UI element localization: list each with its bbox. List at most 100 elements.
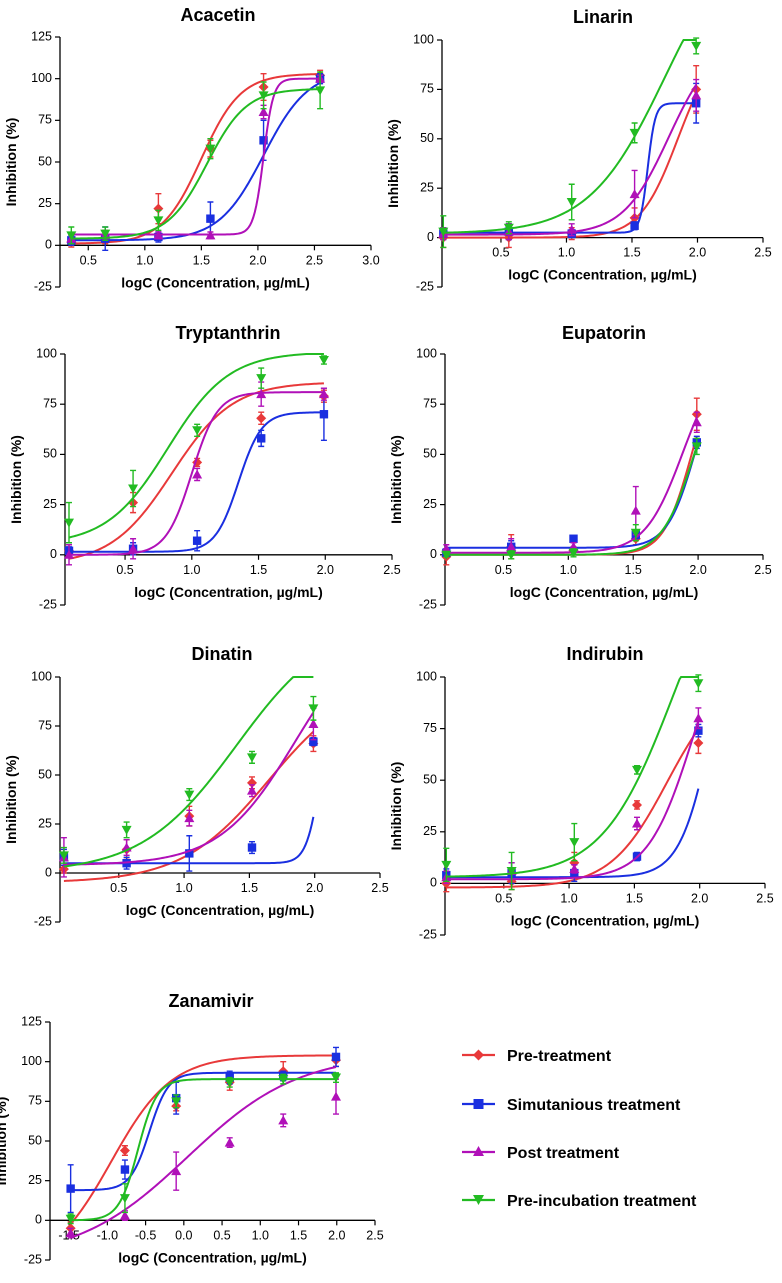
legend-marker-simultaneous-treatment [473, 1099, 484, 1109]
y-tick-label: 25 [423, 824, 437, 838]
data-point-pre-treatment [256, 413, 267, 424]
y-tick-label: -25 [419, 597, 437, 611]
chart-zanamivir: Zanamivir-250255075100125-1.5-1.0-0.50.0… [0, 991, 384, 1267]
data-point-pre-incubation-treatment [569, 838, 580, 848]
x-axis-label: logC (Concentration, µg/mL) [126, 902, 315, 918]
x-axis-label: logC (Concentration, µg/mL) [511, 912, 700, 928]
x-tick-label: 2.5 [756, 891, 773, 905]
chart-tryptanthrin: Tryptanthrin -25 0 25 50 75 100 0.5 1.0 1.5 2.0 2.5… [8, 323, 401, 612]
y-tick-label: 100 [36, 346, 57, 360]
data-point-post-treatment [506, 541, 517, 551]
series-simultaneous-treatment [67, 72, 325, 252]
legend-marker-pre-treatment [473, 1049, 484, 1061]
chart-indirubin: Indirubin -25 0 25 50 75 100 0.5 1.0 1.5 2.0 2.5 log… [388, 644, 774, 942]
x-tick-label: 2.5 [371, 881, 388, 895]
data-point-pre-incubation-treatment [64, 518, 74, 528]
chart-eupatorin: Eupatorin -25 0 25 50 75 100 0.5 1.0 1.5 2.0 2.5 log… [388, 323, 772, 612]
legend-item-simultaneous-treatment: Simutanious treatment [462, 1097, 681, 1114]
fit-curve-simultaneous-treatment [70, 1071, 336, 1192]
data-point-post-treatment [119, 1210, 130, 1220]
data-point-pre-incubation-treatment [153, 216, 164, 226]
fit-curve-post-treatment [63, 711, 315, 866]
y-tick-label: 50 [38, 767, 52, 781]
x-axis-label: logC (Concentration, µg/mL) [510, 584, 699, 600]
data-point-pre-incubation-treatment [258, 91, 269, 101]
data-point-pre-incubation-treatment [629, 128, 640, 138]
y-tick-label: 25 [423, 497, 437, 511]
data-point-pre-treatment [153, 203, 164, 214]
data-point-pre-treatment [119, 1145, 130, 1156]
data-point-post-treatment [331, 1091, 341, 1101]
data-point-post-treatment [441, 543, 452, 553]
x-tick-label: 1.0 [175, 881, 192, 895]
data-point-pre-incubation-treatment [441, 860, 452, 870]
data-point-pre-incubation-treatment [308, 704, 319, 714]
data-point-pre-incubation-treatment [566, 198, 577, 208]
y-tick-label: 100 [413, 32, 434, 46]
data-point-pre-incubation-treatment [171, 1097, 182, 1107]
y-tick-label: 100 [21, 1054, 42, 1068]
y-tick-label: -25 [34, 914, 52, 928]
y-tick-label: -25 [416, 279, 434, 293]
fit-curve-post-treatment [69, 391, 324, 556]
y-tick-label: 75 [38, 718, 52, 732]
series-post-treatment [65, 1065, 341, 1239]
chart-title: Linarin [573, 7, 633, 27]
data-point-pre-incubation-treatment [632, 765, 642, 775]
data-point-post-treatment [192, 469, 203, 479]
x-tick-label: 1.0 [183, 563, 200, 577]
y-tick-label: 25 [38, 196, 52, 210]
legend-label-pre-incubation-treatment: Pre-incubation treatment [507, 1193, 697, 1210]
y-tick-label: 50 [43, 447, 57, 461]
data-point-pre-incubation-treatment [693, 679, 704, 689]
y-axis-label: Inhibition (%) [388, 435, 404, 524]
x-tick-label: 1.5 [625, 563, 642, 577]
fit-curve-pre-incubation-treatment [63, 676, 314, 868]
y-tick-label: 50 [28, 1133, 42, 1147]
x-tick-label: 0.5 [213, 1228, 230, 1242]
data-point-pre-treatment [632, 799, 642, 810]
fit-curve-post-treatment [443, 84, 698, 236]
y-tick-label: 100 [416, 346, 437, 360]
data-point-post-treatment [153, 230, 164, 240]
y-axis-label: Inhibition (%) [3, 118, 19, 207]
y-tick-label: 25 [28, 1173, 42, 1187]
data-point-pre-incubation-treatment [184, 790, 195, 800]
data-point-pre-incubation-treatment [506, 550, 517, 560]
data-point-post-treatment [171, 1166, 182, 1176]
y-tick-label: 125 [31, 29, 52, 43]
data-point-pre-incubation-treatment [224, 1078, 235, 1088]
data-point-simultaneous-treatment [694, 726, 703, 735]
y-tick-label: 50 [420, 131, 434, 145]
y-tick-label: -25 [34, 279, 52, 293]
x-tick-label: 0.0 [175, 1228, 192, 1242]
x-tick-label: 1.0 [252, 1228, 269, 1242]
x-axis-label: logC (Concentration, µg/mL) [134, 584, 323, 600]
x-tick-label: 0.5 [80, 253, 97, 267]
x-tick-label: 0.5 [110, 881, 127, 895]
fit-curve-pre-incubation-treatment [68, 353, 324, 539]
x-tick-label: 2.0 [328, 1228, 345, 1242]
x-tick-label: 1.5 [250, 563, 267, 577]
data-point-post-treatment [278, 1115, 289, 1125]
data-point-pre-incubation-treatment [205, 144, 216, 154]
y-tick-label: 25 [420, 180, 434, 194]
data-point-simultaneous-treatment [192, 536, 202, 545]
fit-curve-pre-treatment [446, 728, 700, 889]
data-point-pre-incubation-treatment [100, 229, 111, 239]
data-point-simultaneous-treatment [630, 221, 639, 230]
fit-curve-pre-incubation-treatment [71, 88, 321, 240]
data-point-post-treatment [632, 818, 642, 828]
x-tick-label: 1.5 [193, 253, 210, 267]
data-point-post-treatment [630, 505, 641, 515]
y-tick-label: 0 [427, 230, 434, 244]
series-simultaneous-treatment [439, 82, 701, 241]
data-point-pre-treatment [693, 738, 704, 749]
x-tick-label: 2.0 [249, 253, 266, 267]
data-point-post-treatment [128, 543, 139, 553]
data-point-simultaneous-treatment [319, 410, 329, 419]
data-point-post-treatment [629, 189, 640, 199]
chart-title: Dinatin [192, 644, 253, 664]
y-tick-label: 0 [430, 547, 437, 561]
